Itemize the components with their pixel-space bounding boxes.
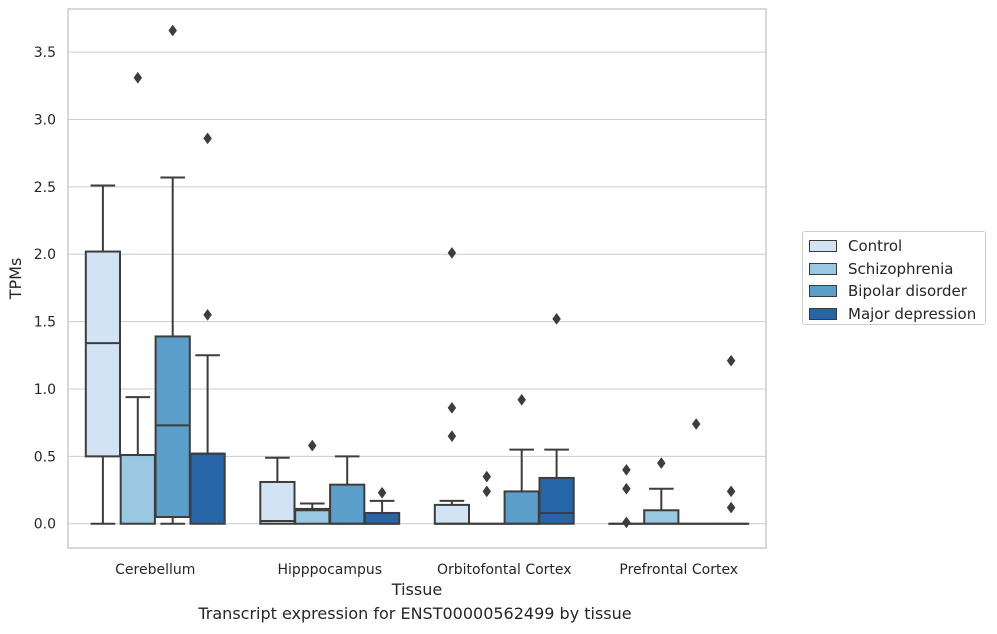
outlier-point	[552, 312, 561, 325]
outlier-point	[447, 246, 457, 259]
chart-caption: Transcript expression for ENST0000056249…	[198, 604, 632, 623]
legend-item: Bipolar disorder	[809, 281, 967, 301]
outlier-point	[622, 482, 631, 495]
box	[433, 503, 471, 525]
x-tick-label: Orbitofontal Cortex	[437, 562, 572, 578]
box	[154, 335, 191, 519]
legend-swatch	[809, 307, 837, 320]
legend-label: Bipolar disorder	[848, 282, 967, 300]
legend-label: Control	[848, 237, 903, 255]
box	[189, 452, 226, 525]
outlier-point	[517, 393, 527, 406]
x-tick-label: Prefrontal Cortex	[619, 562, 738, 578]
y-tick-label: 0.5	[34, 449, 56, 465]
outlier-point	[168, 24, 178, 37]
legend-item: Schizophrenia	[809, 259, 953, 279]
outlier-point	[726, 485, 736, 498]
outlier-point	[377, 486, 387, 499]
plot-frame	[67, 8, 767, 549]
outlier-point	[691, 418, 701, 430]
box	[259, 480, 296, 525]
box	[538, 476, 575, 525]
box	[503, 490, 540, 525]
y-tick-label: 2.5	[34, 180, 56, 196]
legend-item: Major depression	[809, 304, 976, 324]
y-tick-label: 2.0	[34, 247, 56, 263]
legend-label: Schizophrenia	[848, 259, 954, 278]
outlier-point	[133, 71, 143, 84]
x-tick-label: Cerebellum	[115, 562, 195, 578]
outlier-point	[726, 501, 736, 514]
outlier-point	[726, 354, 736, 367]
box	[329, 483, 366, 525]
y-tick-label: 3.0	[34, 112, 56, 128]
x-tick-label: Hipppocampus	[277, 562, 382, 578]
outlier-point	[447, 430, 457, 443]
legend-label: Major depression	[848, 304, 977, 323]
outlier-point	[203, 132, 212, 145]
box	[84, 250, 122, 458]
y-tick-label: 3.5	[34, 45, 56, 61]
outlier-point	[622, 463, 631, 476]
outlier-point	[656, 457, 666, 470]
box	[643, 509, 680, 525]
y-tick-label: 1.0	[34, 382, 56, 398]
legend: Control Schizophrenia Bipolar disorder Majo…	[802, 231, 986, 325]
x-axis-label: Tissue	[391, 580, 442, 599]
y-tick-label: 0.0	[34, 517, 56, 533]
box	[363, 511, 401, 525]
outlier-point	[622, 516, 631, 529]
box	[119, 454, 156, 525]
y-tick-label: 1.5	[34, 315, 56, 331]
outlier-point	[203, 308, 212, 321]
legend-swatch	[809, 262, 837, 275]
legend-swatch	[809, 285, 837, 297]
outlier-point	[447, 401, 457, 414]
outlier-point	[482, 485, 492, 498]
y-axis-label: TPMs	[6, 258, 25, 301]
outlier-point	[307, 439, 317, 452]
legend-swatch	[809, 240, 837, 252]
outlier-point	[482, 470, 492, 483]
legend-item: Control	[809, 236, 902, 256]
